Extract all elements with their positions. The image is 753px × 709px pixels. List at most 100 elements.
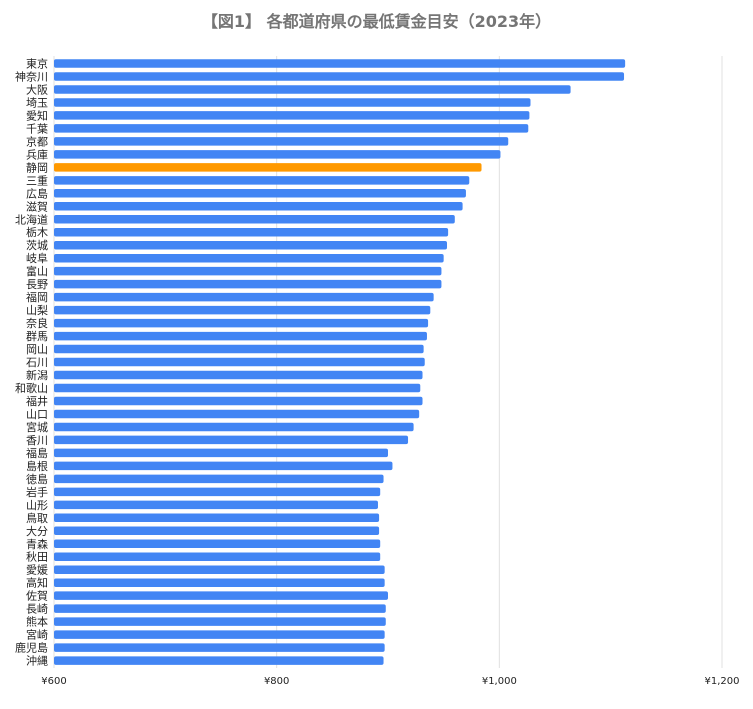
bar-20 [54,318,429,328]
category-label-4: 愛知 [26,108,48,122]
category-label-12: 北海道 [15,212,48,226]
bar-44 [54,630,385,639]
category-label-5: 千葉 [26,121,48,135]
bar-45 [54,643,385,652]
bar-38 [54,552,381,561]
category-label-14: 茨城 [26,238,48,252]
bar-28 [54,422,414,432]
bar-34 [54,500,378,510]
category-label-0: 東京 [26,57,48,71]
bar-2 [54,85,571,94]
x-tick-label-1: ¥800 [264,676,289,687]
category-label-23: 石川 [26,356,48,369]
category-label-29: 香川 [26,434,48,447]
category-label-33: 岩手 [26,485,48,499]
category-label-42: 長崎 [26,602,48,616]
bar-17 [54,279,442,289]
bar-31 [54,461,393,471]
bar-14 [54,240,448,250]
bar-46 [54,656,384,665]
bar-40 [54,578,385,587]
category-label-32: 徳島 [26,472,48,486]
bar-35 [54,513,380,523]
chart-title: 【図1】 各都道府県の最低賃金目安（2023年） [201,12,552,31]
bar-41 [54,591,388,600]
category-label-20: 奈良 [26,316,48,330]
x-tick-label-2: ¥1,000 [482,676,517,687]
bar-27 [54,409,420,419]
bar-39 [54,565,385,574]
bar-43 [54,617,386,626]
category-label-10: 広島 [26,186,48,200]
category-label-21: 群馬 [26,329,48,343]
category-label-38: 秋田 [26,550,48,564]
category-label-17: 長野 [26,278,48,291]
category-label-16: 富山 [26,264,48,278]
category-label-9: 三重 [26,173,48,187]
category-label-34: 山形 [26,499,48,512]
bar-19 [54,305,431,315]
category-label-8: 静岡 [26,160,48,174]
bar-25 [54,383,421,393]
x-tick-label-3: ¥1,200 [705,676,740,687]
bar-10 [54,189,466,198]
bar-42 [54,604,386,613]
category-label-44: 宮崎 [26,628,48,642]
bar-33 [54,487,381,497]
category-label-30: 福島 [26,446,48,460]
category-label-19: 山梨 [26,303,48,317]
bar-16 [54,266,442,276]
category-label-2: 大阪 [26,82,48,96]
category-label-1: 神奈川 [15,69,48,83]
category-label-22: 岡山 [26,343,48,356]
bar-4 [54,111,530,120]
bar-24 [54,370,423,380]
bar-37 [54,539,381,549]
bar-30 [54,448,388,458]
category-label-35: 鳥取 [26,511,48,525]
category-label-37: 青森 [26,537,48,551]
bar-29 [54,435,409,445]
category-label-36: 大分 [26,524,48,538]
bar-11 [54,202,463,211]
category-label-7: 兵庫 [26,147,48,161]
bar-21 [54,331,427,341]
category-label-6: 京都 [26,134,48,148]
x-tick-label-0: ¥600 [41,676,66,687]
bar-8 [54,163,482,172]
category-label-26: 福井 [26,394,48,408]
bar-13 [54,227,449,237]
bar-6 [54,137,509,146]
bar-12 [54,215,455,224]
category-label-46: 沖縄 [26,654,48,668]
bar-22 [54,344,424,354]
category-label-11: 滋賀 [26,200,48,213]
category-label-25: 和歌山 [15,381,48,395]
bar-1 [54,72,625,81]
category-label-39: 愛媛 [26,563,48,577]
category-label-28: 宮城 [26,420,48,434]
bar-36 [54,526,380,536]
bar-26 [54,396,423,406]
bar-23 [54,357,425,367]
category-label-45: 鹿児島 [15,641,48,655]
bar-5 [54,124,529,133]
category-label-41: 佐賀 [26,589,48,603]
bar-9 [54,176,470,185]
category-label-24: 新潟 [26,368,48,382]
bar-3 [54,98,531,107]
category-label-3: 埼玉 [26,95,48,109]
category-label-27: 山口 [26,408,48,421]
category-label-13: 栃木 [26,225,48,239]
bar-0 [54,59,626,68]
bar-18 [54,292,434,302]
category-label-40: 高知 [26,576,48,590]
category-label-43: 熊本 [26,615,48,629]
category-label-18: 福岡 [26,290,48,304]
category-label-31: 島根 [26,459,48,473]
bar-32 [54,474,384,484]
bar-7 [54,150,501,159]
bar-15 [54,253,444,263]
category-label-15: 岐阜 [26,252,48,265]
